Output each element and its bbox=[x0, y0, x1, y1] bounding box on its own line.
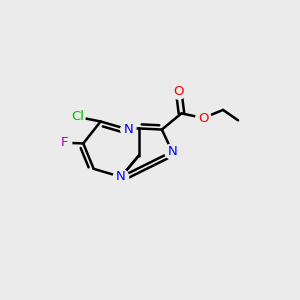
Circle shape bbox=[196, 110, 211, 126]
Text: F: F bbox=[60, 136, 68, 149]
Text: N: N bbox=[116, 170, 126, 183]
Circle shape bbox=[165, 144, 180, 159]
Circle shape bbox=[70, 109, 85, 124]
Text: Cl: Cl bbox=[71, 110, 84, 123]
Text: O: O bbox=[173, 85, 184, 98]
Circle shape bbox=[113, 169, 129, 184]
Circle shape bbox=[121, 122, 136, 137]
Text: N: N bbox=[167, 145, 177, 158]
Text: N: N bbox=[124, 123, 133, 136]
Text: O: O bbox=[198, 112, 209, 124]
Circle shape bbox=[171, 84, 186, 99]
Circle shape bbox=[56, 135, 72, 150]
